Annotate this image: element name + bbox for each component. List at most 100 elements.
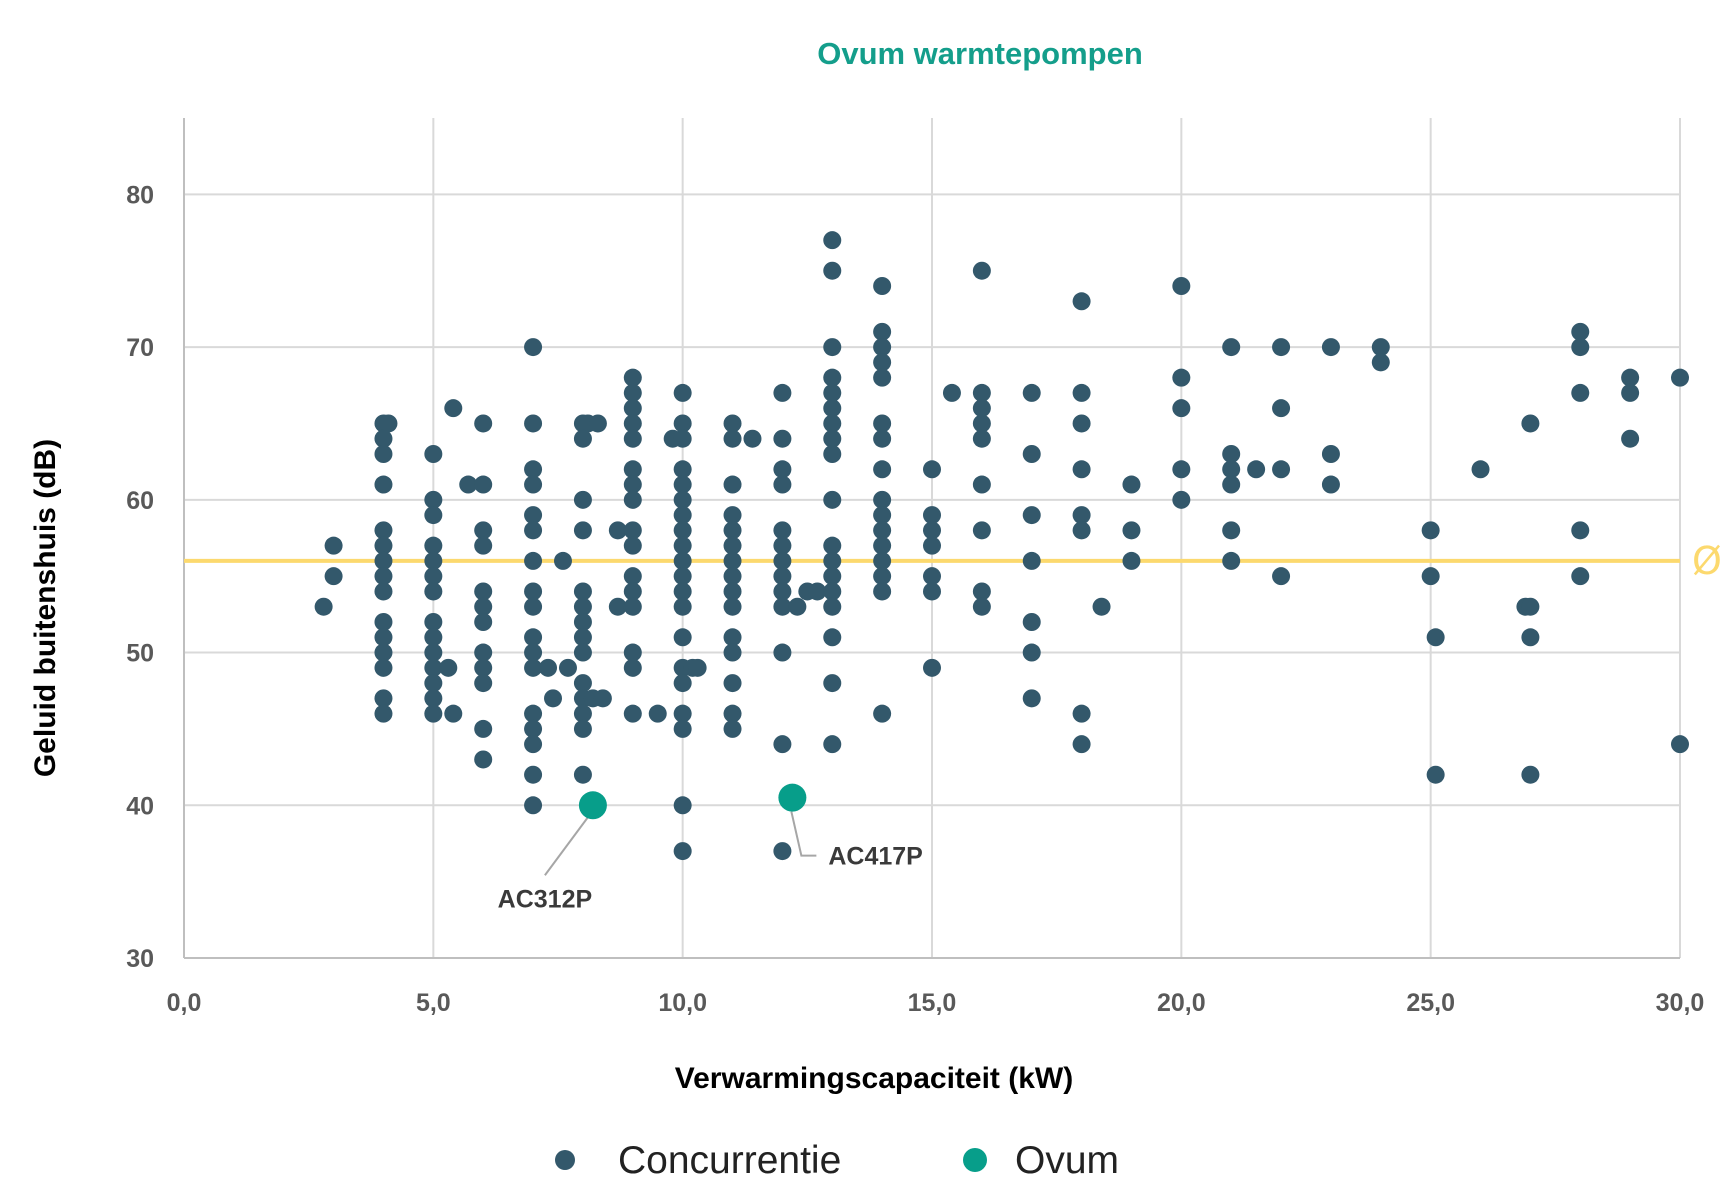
point-concurrentie-110: [673, 429, 692, 448]
point-concurrentie-87: [593, 689, 612, 708]
point-concurrentie-12: [374, 582, 393, 601]
point-concurrentie-92: [623, 399, 642, 418]
point-concurrentie-229: [1122, 475, 1141, 494]
point-concurrentie-54: [524, 521, 543, 540]
point-concurrentie-47: [474, 719, 493, 738]
point-concurrentie-207: [972, 414, 991, 433]
point-concurrentie-258: [1521, 414, 1540, 433]
point-concurrentie-180: [873, 277, 892, 295]
point-concurrentie-256: [1426, 765, 1445, 784]
point-concurrentie-68: [553, 551, 572, 570]
point-concurrentie-30: [424, 674, 443, 693]
y-tick-label-3: 60: [126, 487, 154, 515]
point-concurrentie-65: [524, 796, 543, 815]
x-tick-label-6: 30,0: [1656, 989, 1705, 1017]
point-concurrentie-249: [1321, 445, 1340, 463]
point-concurrentie-18: [374, 704, 393, 723]
point-concurrentie-272: [1671, 735, 1689, 754]
leader-line-ac312p: [544, 816, 589, 876]
point-concurrentie-41: [474, 582, 493, 601]
point-concurrentie-58: [524, 628, 543, 647]
point-concurrentie-149: [773, 475, 792, 494]
point-concurrentie-75: [573, 521, 592, 540]
point-concurrentie-177: [823, 628, 842, 647]
point-concurrentie-261: [1521, 628, 1540, 647]
point-concurrentie-2: [324, 567, 343, 586]
point-concurrentie-63: [524, 735, 543, 754]
point-concurrentie-25: [424, 582, 443, 601]
point-concurrentie-132: [723, 475, 742, 494]
point-concurrentie-270: [1621, 429, 1640, 448]
point-concurrentie-241: [1222, 521, 1241, 540]
point-concurrentie-8: [374, 521, 393, 540]
point-concurrentie-57: [524, 597, 543, 616]
point-concurrentie-126: [673, 796, 692, 815]
x-axis-ticks: 0,0 5,0 10,0 15,0 20,0 25,0 30,0: [167, 989, 1705, 1017]
point-concurrentie-112: [673, 475, 692, 494]
point-concurrentie-157: [773, 735, 792, 754]
y-tick-label-2: 50: [126, 640, 154, 668]
point-concurrentie-32: [424, 704, 443, 723]
point-concurrentie-76: [573, 582, 592, 601]
point-concurrentie-184: [873, 368, 892, 387]
point-concurrentie-139: [723, 597, 742, 616]
point-concurrentie-134: [723, 521, 742, 540]
series-ovum: [578, 783, 807, 820]
point-concurrentie-267: [1571, 567, 1590, 586]
point-concurrentie-238: [1222, 445, 1241, 463]
point-concurrentie-244: [1272, 338, 1291, 357]
x-tick-label-0: 0,0: [167, 989, 202, 1017]
point-concurrentie-224: [1072, 506, 1091, 525]
point-concurrentie-101: [623, 582, 642, 601]
point-concurrentie-29: [424, 658, 443, 677]
point-concurrentie-255: [1426, 628, 1445, 647]
point-concurrentie-176: [823, 597, 842, 616]
point-concurrentie-113: [673, 490, 692, 509]
point-concurrentie-150: [773, 521, 792, 540]
point-concurrentie-173: [823, 551, 842, 570]
point-concurrentie-84: [573, 719, 592, 738]
point-concurrentie-248: [1321, 338, 1340, 357]
point-concurrentie-196: [923, 460, 941, 479]
point-concurrentie-19: [424, 445, 443, 463]
point-concurrentie-136: [723, 551, 742, 570]
point-concurrentie-182: [873, 338, 892, 357]
point-ovum-0: [578, 791, 607, 820]
y-tick-label-4: 70: [126, 334, 154, 362]
point-concurrentie-233: [1172, 368, 1191, 387]
point-concurrentie-0: [314, 597, 333, 616]
y-axis-title: Geluid buitenshuis (dB): [29, 439, 62, 777]
annotation-ac312p: AC312P: [498, 885, 593, 913]
point-concurrentie-22: [424, 536, 443, 555]
point-concurrentie-169: [823, 429, 842, 448]
point-concurrentie-158: [773, 842, 792, 861]
point-concurrentie-197: [923, 506, 941, 525]
point-concurrentie-115: [673, 521, 692, 540]
point-concurrentie-264: [1571, 338, 1590, 357]
point-concurrentie-40: [474, 536, 493, 555]
point-concurrentie-178: [823, 674, 842, 693]
point-concurrentie-211: [972, 582, 991, 601]
point-concurrentie-97: [623, 490, 642, 509]
point-concurrentie-83: [573, 704, 592, 723]
point-concurrentie-240: [1222, 475, 1241, 494]
point-concurrentie-163: [823, 261, 842, 280]
point-concurrentie-216: [1022, 551, 1041, 570]
point-concurrentie-204: [972, 261, 991, 280]
point-concurrentie-237: [1222, 338, 1241, 357]
point-concurrentie-137: [723, 567, 742, 586]
legend-label-ovum: Ovum: [1015, 1139, 1119, 1182]
point-concurrentie-85: [573, 765, 592, 784]
point-concurrentie-205: [972, 383, 991, 402]
point-concurrentie-203: [942, 383, 961, 402]
point-concurrentie-252: [1371, 353, 1390, 372]
point-concurrentie-20: [424, 490, 443, 509]
point-concurrentie-6: [374, 445, 393, 463]
point-concurrentie-7: [374, 475, 393, 494]
point-concurrentie-15: [374, 643, 393, 662]
point-concurrentie-143: [723, 704, 742, 723]
point-concurrentie-46: [474, 674, 493, 693]
point-concurrentie-27: [424, 628, 443, 647]
point-concurrentie-221: [1072, 383, 1091, 402]
point-concurrentie-239: [1222, 460, 1241, 479]
